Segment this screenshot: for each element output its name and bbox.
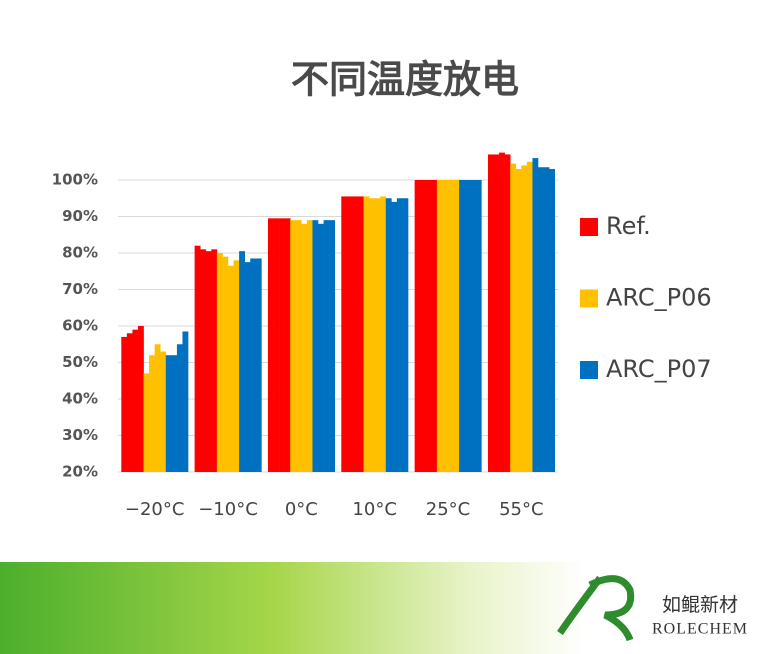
y-tick-label: 30% [62, 426, 98, 444]
bar [295, 220, 302, 472]
bar [301, 223, 308, 472]
bar [132, 329, 139, 472]
bar [346, 196, 353, 473]
y-tick-label: 80% [62, 244, 98, 262]
bar [532, 158, 539, 472]
bar [402, 198, 409, 472]
bar [543, 167, 550, 472]
bar [493, 154, 500, 472]
bar [182, 331, 189, 472]
bar [216, 253, 223, 472]
bar [538, 167, 544, 472]
bar [318, 223, 324, 472]
x-tick-label: −10°C [198, 499, 258, 520]
bar [149, 355, 155, 472]
bar [211, 249, 218, 472]
bar [171, 355, 178, 472]
bar [143, 373, 150, 472]
bar [436, 180, 443, 472]
bar [352, 196, 359, 473]
brand-latin: ROLECHEM [652, 621, 748, 638]
bar [329, 220, 335, 472]
bar [160, 351, 167, 472]
bar [205, 251, 212, 472]
x-tick-label: 0°C [285, 499, 318, 520]
bar [194, 245, 201, 472]
y-tick-label: 40% [62, 390, 98, 408]
bar [431, 180, 438, 472]
x-tick-label: 10°C [352, 499, 396, 520]
bar [396, 198, 403, 472]
y-tick-label: 60% [62, 317, 98, 335]
bar [250, 258, 257, 472]
bar [273, 218, 280, 472]
bar [312, 220, 319, 472]
x-tick-label: −20°C [125, 499, 185, 520]
bar [121, 336, 128, 472]
bar [499, 152, 505, 472]
x-tick-label: 55°C [499, 499, 543, 520]
bar [374, 198, 381, 472]
bar [341, 196, 348, 473]
bar [279, 218, 285, 472]
bar [357, 196, 364, 473]
bar [420, 180, 427, 472]
bar [521, 165, 528, 472]
bar [549, 169, 555, 473]
bar [284, 218, 291, 472]
legend-label: ARC_P06 [606, 284, 712, 312]
bar [414, 180, 421, 472]
y-tick-label: 50% [62, 353, 98, 371]
y-tick-label: 90% [62, 207, 98, 225]
bar [233, 260, 240, 472]
legend-swatch [580, 361, 598, 379]
bar [290, 220, 297, 472]
bar [165, 355, 172, 472]
bar [475, 180, 482, 472]
bar [363, 196, 370, 473]
y-tick-label: 100% [52, 171, 98, 189]
bar [222, 256, 229, 472]
bar [504, 154, 511, 472]
bar [391, 201, 398, 472]
brand-name: 如鲲新材 [662, 594, 738, 616]
bar [255, 258, 262, 472]
bar [323, 220, 330, 472]
bar [453, 180, 460, 472]
bar [487, 154, 494, 472]
y-tick-label: 20% [62, 463, 98, 481]
bar [239, 251, 245, 472]
footer-band [0, 562, 781, 654]
bar [137, 326, 144, 472]
bar [380, 196, 387, 473]
bar [200, 249, 207, 472]
legend-swatch [580, 218, 598, 236]
chart-title: 不同温度放电 [291, 58, 519, 102]
bar [385, 198, 392, 472]
bar [126, 333, 133, 472]
legend-swatch [580, 289, 598, 308]
bar [425, 180, 432, 472]
y-tick-label: 70% [62, 280, 98, 298]
bar [369, 198, 375, 472]
bar [510, 163, 517, 472]
bar [176, 344, 183, 472]
bar [515, 169, 522, 473]
bar [306, 220, 313, 472]
x-tick-label: 25°C [426, 499, 470, 520]
logo [557, 575, 635, 642]
bar [448, 180, 454, 472]
bar [464, 180, 471, 472]
bar [244, 262, 251, 472]
legend-label: ARC_P07 [606, 355, 712, 383]
bar [228, 265, 234, 472]
bar [154, 344, 161, 472]
bar [459, 180, 465, 472]
legend-label: Ref. [606, 212, 651, 240]
bar [470, 180, 477, 472]
bar [442, 180, 449, 472]
bar [267, 218, 274, 472]
bar [526, 161, 533, 472]
